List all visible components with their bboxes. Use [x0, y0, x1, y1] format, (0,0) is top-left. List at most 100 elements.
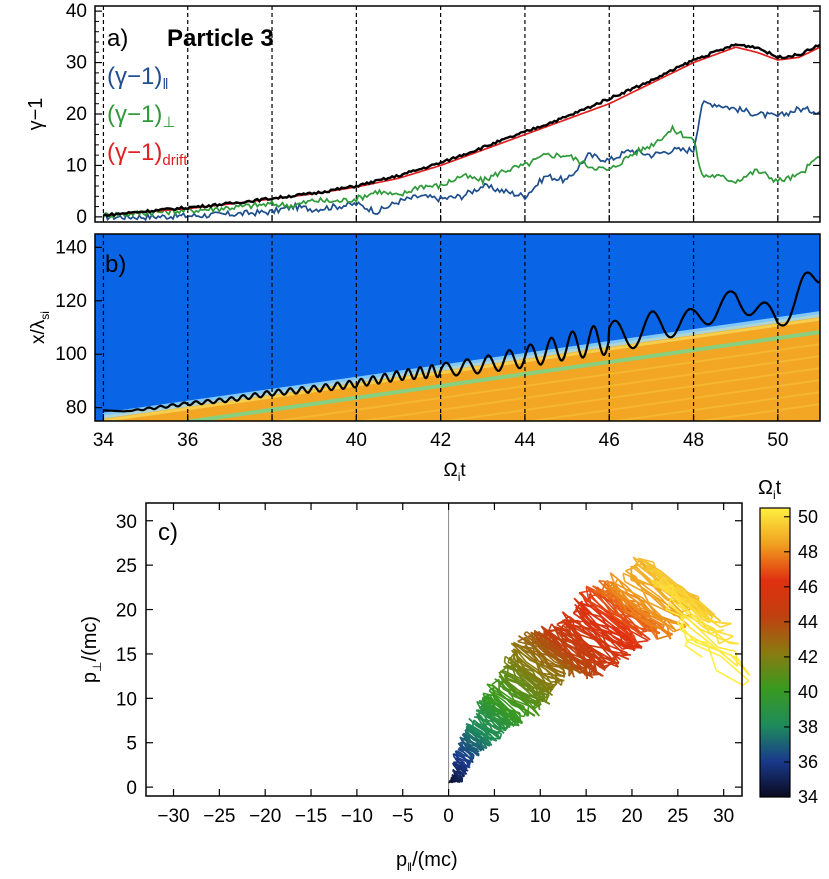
trajectory-segment — [630, 646, 643, 650]
trajectory-segment — [585, 585, 594, 592]
y-axis-label: x/λsi — [28, 311, 52, 344]
trajectory-segment — [560, 679, 563, 686]
trajectory-segment — [528, 672, 546, 685]
trajectory-segment — [736, 657, 751, 676]
colorbar-tick-label: 38 — [798, 717, 818, 737]
trajectory-segment — [537, 688, 547, 702]
momentum-trajectory — [448, 556, 751, 784]
trajectory-segment — [499, 733, 503, 740]
trajectory-segment — [610, 586, 615, 589]
trajectory-segment — [620, 626, 638, 646]
panel-label-a: a) — [107, 25, 128, 52]
trajectory-segment — [541, 643, 558, 656]
x-tick-label: 0 — [443, 806, 454, 827]
trajectory-segment — [585, 673, 601, 677]
trajectory-segment — [671, 598, 706, 629]
trajectory-segment — [565, 615, 570, 620]
legend-entry-perp: (γ−1)⊥ — [107, 101, 175, 131]
trajectory-segment — [546, 623, 553, 635]
trajectory-segment — [490, 691, 504, 701]
trajectory-segment — [487, 727, 498, 733]
trajectory-segment — [656, 568, 678, 586]
x-tick-label: 48 — [683, 430, 704, 451]
trajectory-segment — [641, 597, 666, 621]
trajectory-segment — [465, 761, 469, 766]
trajectory-segment — [465, 768, 469, 772]
trajectory-segment — [668, 595, 674, 604]
trajectory-segment — [579, 642, 603, 649]
trajectory-segment — [715, 669, 744, 687]
trajectory-segment — [480, 747, 483, 750]
panel-b: 80 100 120 140 34 36 38 40 42 44 46 48 50 x/λsi Ωit b) — [28, 233, 821, 484]
trajectory-segment — [701, 618, 710, 624]
trajectory-segment — [503, 656, 507, 663]
trajectory-segment — [584, 622, 600, 636]
colorbar-tick-label: 40 — [798, 682, 818, 702]
trajectory-segment — [487, 705, 505, 715]
trajectory-segment — [464, 766, 468, 770]
trajectory-segment — [631, 566, 642, 575]
downstream-stripe — [524, 379, 820, 421]
y-tick-label: 0 — [76, 207, 87, 228]
x-tick-label: −5 — [392, 806, 414, 827]
trajectory-segment — [622, 604, 649, 621]
trajectory-segment — [465, 727, 471, 733]
trajectory-segment — [538, 660, 564, 667]
trajectory-segment — [665, 603, 671, 610]
trajectory-segment — [475, 740, 484, 748]
trajectory-segment — [523, 650, 544, 668]
trajectory-segment — [512, 649, 517, 660]
trajectory-segment — [604, 585, 621, 600]
trajectory-segment — [464, 734, 473, 743]
trajectory-segment — [707, 641, 738, 667]
trajectory-segment — [556, 623, 586, 643]
trajectory-segment — [499, 670, 512, 677]
downstream-stripe — [355, 355, 820, 421]
trajectory-segment — [626, 604, 647, 625]
trajectory-segment — [536, 685, 544, 693]
trajectory-segment — [596, 640, 613, 660]
trajectory-segment — [638, 630, 647, 634]
trajectory-segment — [683, 622, 709, 643]
x-tick-label: 42 — [430, 430, 451, 451]
trajectory-segment — [681, 617, 685, 624]
colorbar-tick-label: 34 — [798, 787, 818, 807]
trajectory-segment — [632, 556, 645, 565]
colorbar-label: Ωit — [758, 477, 782, 502]
trajectory-segment — [531, 632, 535, 651]
trajectory-segment — [622, 572, 637, 580]
trajectory-segment — [549, 643, 576, 662]
trajectory-segment — [528, 634, 539, 644]
trajectory-segment — [612, 635, 631, 650]
trajectory-segment — [532, 705, 539, 711]
x-tick-label: 30 — [713, 806, 734, 827]
trajectory-segment — [480, 716, 485, 724]
trajectory-segment — [577, 601, 591, 608]
x-tick-label: 38 — [261, 430, 282, 451]
trajectory-segment — [476, 724, 493, 735]
trajectory-segment — [637, 610, 661, 626]
trajectory-segment — [625, 627, 635, 637]
trajectory-segment — [646, 566, 659, 584]
panel-title: Particle 3 — [167, 25, 274, 52]
y-tick-label: 10 — [66, 155, 87, 176]
y-tick-label: 30 — [66, 53, 87, 74]
trajectory-segment — [644, 560, 652, 568]
trajectory-segment — [565, 617, 576, 629]
trajectory-segment — [626, 586, 650, 611]
trajectory-segment — [461, 733, 470, 743]
trajectory-segment — [494, 699, 514, 713]
trajectory-segment — [545, 694, 550, 702]
trajectory-segment — [686, 640, 721, 657]
y-tick-label: 5 — [126, 734, 137, 755]
trajectory-segment — [621, 634, 643, 648]
trajectory-segment — [454, 750, 458, 753]
downstream-stripe — [609, 391, 820, 421]
trajectory-segment — [452, 781, 455, 783]
trajectory-segment — [468, 717, 478, 727]
panel-label-b: b) — [105, 251, 126, 278]
trajectory-segment — [601, 582, 606, 592]
trajectory-segment — [591, 633, 610, 652]
legend-entry-drift: (γ−1)drift — [107, 139, 188, 169]
trajectory-segment — [512, 711, 521, 723]
